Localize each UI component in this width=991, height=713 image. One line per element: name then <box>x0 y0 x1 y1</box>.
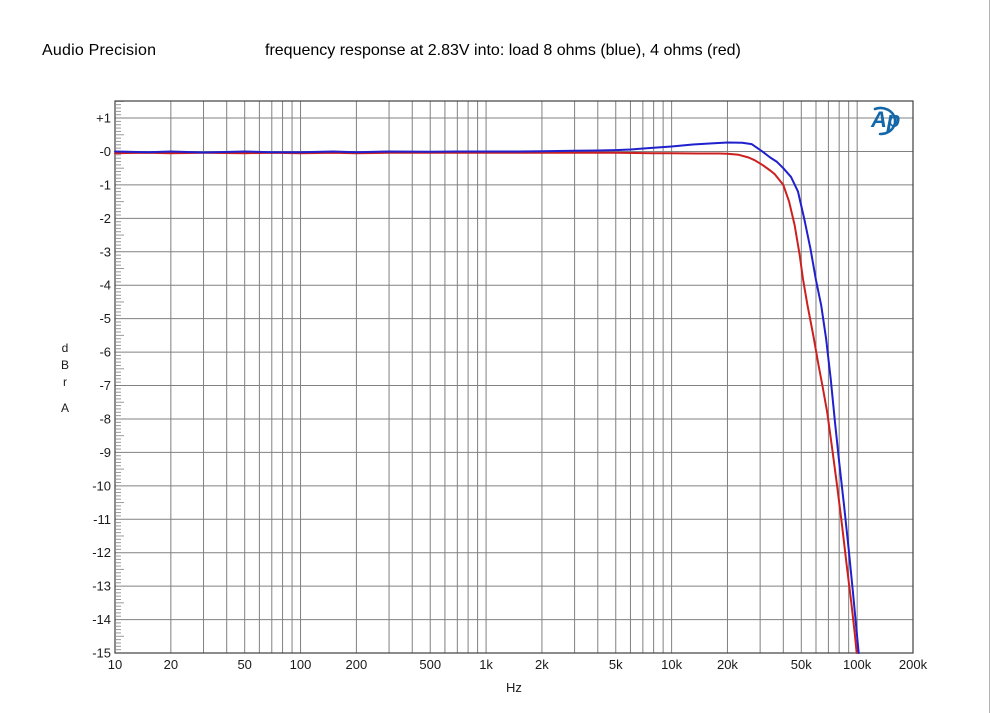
x-tick-label: 20k <box>717 657 738 672</box>
y-tick-label: -15 <box>92 646 111 661</box>
y-tick-label: -13 <box>92 579 111 594</box>
y-tick-label: -0 <box>99 144 111 159</box>
y-tick-label: -7 <box>99 378 111 393</box>
y-tick-label: -1 <box>99 177 111 192</box>
x-tick-label: 2k <box>535 657 549 672</box>
x-tick-label: 5k <box>609 657 623 672</box>
y-tick-label: -2 <box>99 211 111 226</box>
window-right-border <box>989 0 990 713</box>
x-tick-label: 100k <box>843 657 872 672</box>
trace-4-ohms <box>114 151 858 654</box>
x-tick-label: 200 <box>346 657 368 672</box>
x-tick-label: 20 <box>164 657 178 672</box>
x-tick-label: 200k <box>899 657 928 672</box>
y-tick-label: -6 <box>99 345 111 360</box>
x-tick-label: 1k <box>479 657 493 672</box>
x-tick-label: 50 <box>237 657 251 672</box>
plot-frame <box>114 100 914 654</box>
x-tick-label: 100 <box>290 657 312 672</box>
y-tick-label: -10 <box>92 478 111 493</box>
x-tick-label: 50k <box>791 657 812 672</box>
x-tick-label: 500 <box>419 657 441 672</box>
y-tick-label: -8 <box>99 411 111 426</box>
y-tick-label: -12 <box>92 545 111 560</box>
y-tick-label: +1 <box>96 111 111 126</box>
trace-8-ohms <box>114 141 860 654</box>
y-axis-label-d: d <box>61 341 69 355</box>
y-tick-label: -14 <box>92 612 111 627</box>
y-axis-label-b: B <box>60 358 69 372</box>
y-axis-label-r: r <box>63 375 67 389</box>
y-tick-label: -9 <box>99 445 111 460</box>
y-tick-label: -11 <box>93 512 111 527</box>
y-tick-label: -5 <box>99 311 111 326</box>
y-axis-label-a: A <box>60 401 69 415</box>
x-tick-label: 10k <box>661 657 682 672</box>
x-axis-label: Hz <box>506 680 522 695</box>
y-tick-label: -3 <box>99 244 111 259</box>
page-title: frequency response at 2.83V into: load 8… <box>265 42 741 59</box>
audio-precision-logo-icon: Ap <box>870 106 900 136</box>
y-tick-label: -4 <box>99 278 111 293</box>
brand-text: Audio Precision <box>42 42 157 59</box>
logo-text: Ap <box>870 107 900 132</box>
x-tick-label: 10 <box>108 657 122 672</box>
